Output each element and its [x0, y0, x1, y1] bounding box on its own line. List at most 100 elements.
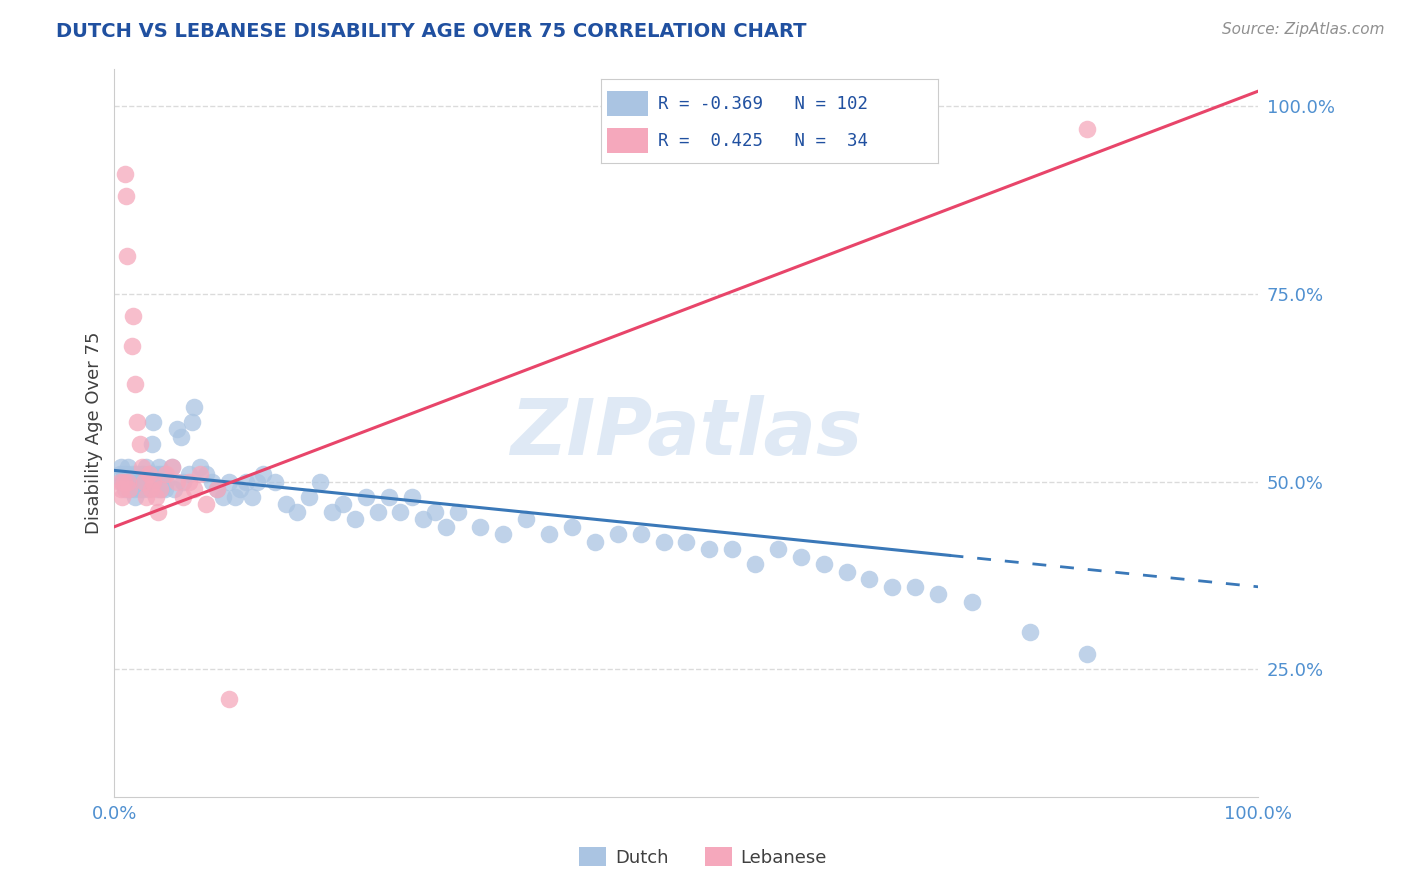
- Point: [470, 520, 492, 534]
- Point: [110, 459, 132, 474]
- Point: [115, 249, 138, 263]
- Point: [904, 580, 927, 594]
- Point: [343, 512, 366, 526]
- Point: [149, 467, 172, 482]
- Point: [145, 467, 167, 482]
- Point: [117, 459, 139, 474]
- Point: [118, 482, 141, 496]
- Point: [561, 520, 583, 534]
- Point: [111, 475, 134, 489]
- Point: [152, 475, 174, 489]
- Point: [120, 475, 142, 489]
- Point: [142, 475, 165, 489]
- Point: [135, 459, 157, 474]
- Point: [172, 490, 194, 504]
- Point: [127, 475, 149, 489]
- Point: [117, 475, 139, 489]
- Point: [148, 459, 170, 474]
- Point: [389, 505, 412, 519]
- Point: [111, 490, 134, 504]
- Point: [446, 505, 468, 519]
- Point: [153, 482, 176, 496]
- Point: [309, 475, 332, 489]
- Point: [121, 475, 143, 489]
- Point: [697, 542, 720, 557]
- Point: [129, 467, 152, 482]
- Point: [927, 587, 949, 601]
- Point: [766, 542, 789, 557]
- Point: [194, 497, 217, 511]
- Point: [136, 482, 159, 496]
- Point: [401, 490, 423, 504]
- Point: [882, 580, 904, 594]
- Point: [115, 475, 138, 489]
- Point: [675, 534, 697, 549]
- Point: [155, 475, 177, 489]
- Point: [127, 467, 149, 482]
- Point: [139, 475, 162, 489]
- Point: [146, 475, 169, 489]
- Point: [114, 482, 136, 496]
- Point: [218, 475, 240, 489]
- Point: [121, 467, 143, 482]
- Point: [145, 490, 167, 504]
- Point: [183, 400, 205, 414]
- Point: [229, 482, 252, 496]
- Point: [115, 467, 138, 482]
- Point: [298, 490, 321, 504]
- Point: [515, 512, 537, 526]
- Point: [813, 558, 835, 572]
- Point: [121, 310, 143, 324]
- Point: [1076, 121, 1098, 136]
- Point: [172, 475, 194, 489]
- Point: [125, 475, 148, 489]
- Point: [134, 475, 156, 489]
- Point: [170, 429, 193, 443]
- Point: [128, 482, 150, 496]
- Point: [263, 475, 285, 489]
- Point: [274, 497, 297, 511]
- Point: [201, 475, 224, 489]
- Text: DUTCH VS LEBANESE DISABILITY AGE OVER 75 CORRELATION CHART: DUTCH VS LEBANESE DISABILITY AGE OVER 75…: [56, 22, 807, 41]
- Point: [194, 467, 217, 482]
- Point: [142, 415, 165, 429]
- Point: [114, 167, 136, 181]
- Point: [163, 482, 186, 496]
- Text: ZIPatlas: ZIPatlas: [510, 395, 862, 471]
- Point: [583, 534, 606, 549]
- Point: [128, 437, 150, 451]
- Point: [183, 482, 205, 496]
- Point: [150, 482, 173, 496]
- Point: [858, 572, 880, 586]
- Point: [332, 497, 354, 511]
- Point: [606, 527, 628, 541]
- Text: Source: ZipAtlas.com: Source: ZipAtlas.com: [1222, 22, 1385, 37]
- Point: [744, 558, 766, 572]
- Point: [121, 339, 143, 353]
- Point: [118, 482, 141, 496]
- Point: [145, 482, 167, 496]
- Point: [207, 482, 229, 496]
- Point: [252, 467, 274, 482]
- Point: [354, 490, 377, 504]
- Point: [721, 542, 744, 557]
- Point: [122, 482, 145, 496]
- Point: [124, 490, 146, 504]
- Point: [134, 475, 156, 489]
- Point: [1018, 624, 1040, 639]
- Point: [367, 505, 389, 519]
- Point: [412, 512, 434, 526]
- Legend: Dutch, Lebanese: Dutch, Lebanese: [572, 840, 834, 874]
- Point: [177, 475, 200, 489]
- Point: [188, 467, 211, 482]
- Point: [131, 459, 153, 474]
- Point: [135, 490, 157, 504]
- Point: [115, 189, 138, 203]
- Point: [152, 467, 174, 482]
- Point: [835, 565, 858, 579]
- Point: [492, 527, 515, 541]
- Point: [538, 527, 561, 541]
- Point: [962, 595, 984, 609]
- Point: [149, 482, 172, 496]
- Point: [181, 415, 204, 429]
